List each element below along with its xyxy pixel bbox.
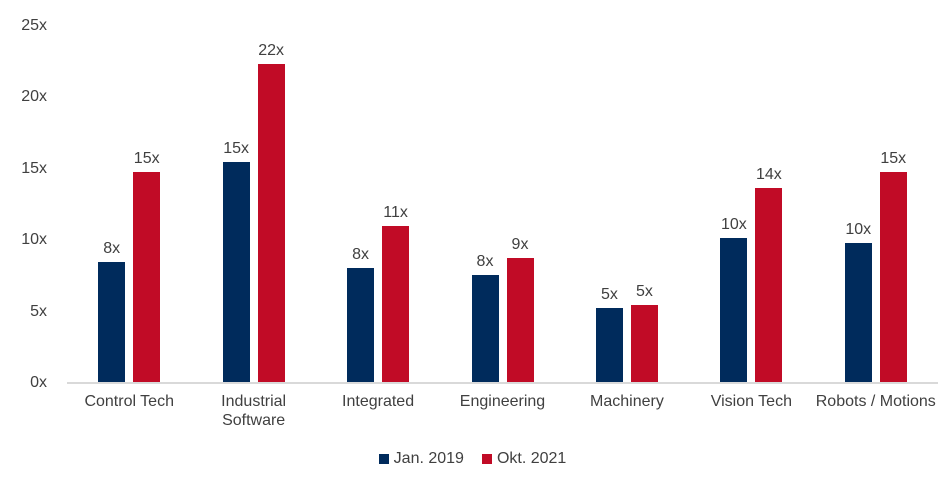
bar-value-label-jan-2019-industrial-software: 15x bbox=[223, 140, 250, 158]
y-axis-tick-label: 5x bbox=[30, 302, 47, 320]
category-label-industrial-software: Industrial Software bbox=[221, 393, 287, 429]
bar-okt-2021-integrated bbox=[382, 226, 410, 382]
bar-okt-2021-vision-tech bbox=[755, 187, 783, 382]
bar-value-label-okt-2021-integrated: 11x bbox=[383, 204, 408, 222]
chart-legend: Jan. 2019 Okt. 2021 bbox=[0, 450, 945, 468]
bar-jan-2019-engineering bbox=[471, 274, 499, 382]
bar-okt-2021-control-tech bbox=[133, 172, 161, 382]
legend-label: Okt. 2021 bbox=[496, 450, 567, 467]
legend-label: Jan. 2019 bbox=[393, 450, 464, 467]
legend-item-jan-2019: Jan. 2019 bbox=[378, 450, 464, 468]
bar-value-label-okt-2021-machinery: 5x bbox=[635, 282, 653, 300]
y-axis-tick-label: 10x bbox=[21, 231, 47, 249]
bar-value-label-jan-2019-integrated: 8x bbox=[352, 245, 370, 263]
bar-jan-2019-integrated bbox=[347, 267, 375, 382]
bar-okt-2021-engineering bbox=[506, 257, 534, 382]
bar-value-label-okt-2021-vision-tech: 14x bbox=[755, 165, 782, 183]
category-label-robots-motions: Robots / Motions bbox=[815, 393, 936, 410]
category-label-machinery: Machinery bbox=[590, 393, 664, 410]
bar-jan-2019-robots-motions bbox=[844, 243, 872, 382]
y-axis-tick-label: 0x bbox=[30, 374, 47, 391]
category-label-engineering: Engineering bbox=[459, 393, 546, 410]
y-axis-tick-label: 20x bbox=[21, 88, 47, 106]
legend-swatch-icon bbox=[378, 454, 389, 464]
legend-swatch-icon bbox=[481, 454, 492, 464]
bar-jan-2019-vision-tech bbox=[720, 237, 748, 382]
bar-value-label-jan-2019-vision-tech: 10x bbox=[720, 215, 747, 233]
legend-item-okt-2021: Okt. 2021 bbox=[481, 450, 567, 468]
bar-value-label-jan-2019-machinery: 5x bbox=[600, 285, 618, 303]
bar-value-label-okt-2021-robots-motions: 15x bbox=[880, 150, 907, 168]
x-axis-line bbox=[67, 382, 938, 384]
bar-okt-2021-industrial-software bbox=[257, 63, 285, 382]
bar-jan-2019-machinery bbox=[595, 307, 623, 382]
bar-jan-2019-industrial-software bbox=[222, 162, 250, 382]
category-label-integrated: Integrated bbox=[342, 393, 415, 410]
category-label-vision-tech: Vision Tech bbox=[710, 393, 792, 410]
bar-value-label-jan-2019-control-tech: 8x bbox=[103, 240, 121, 258]
bar-okt-2021-machinery bbox=[630, 304, 658, 382]
bar-value-label-okt-2021-engineering: 9x bbox=[511, 235, 529, 253]
bar-value-label-okt-2021-industrial-software: 22x bbox=[258, 41, 285, 59]
category-label-control-tech: Control Tech bbox=[84, 393, 174, 410]
bar-value-label-jan-2019-engineering: 8x bbox=[476, 252, 494, 270]
y-axis-tick-label: 25x bbox=[21, 17, 47, 34]
y-axis-tick-label: 15x bbox=[21, 159, 47, 177]
bar-okt-2021-robots-motions bbox=[879, 172, 907, 382]
bar-jan-2019-control-tech bbox=[98, 262, 126, 382]
bar-value-label-jan-2019-robots-motions: 10x bbox=[845, 221, 872, 239]
bar-value-label-okt-2021-control-tech: 15x bbox=[133, 150, 160, 168]
